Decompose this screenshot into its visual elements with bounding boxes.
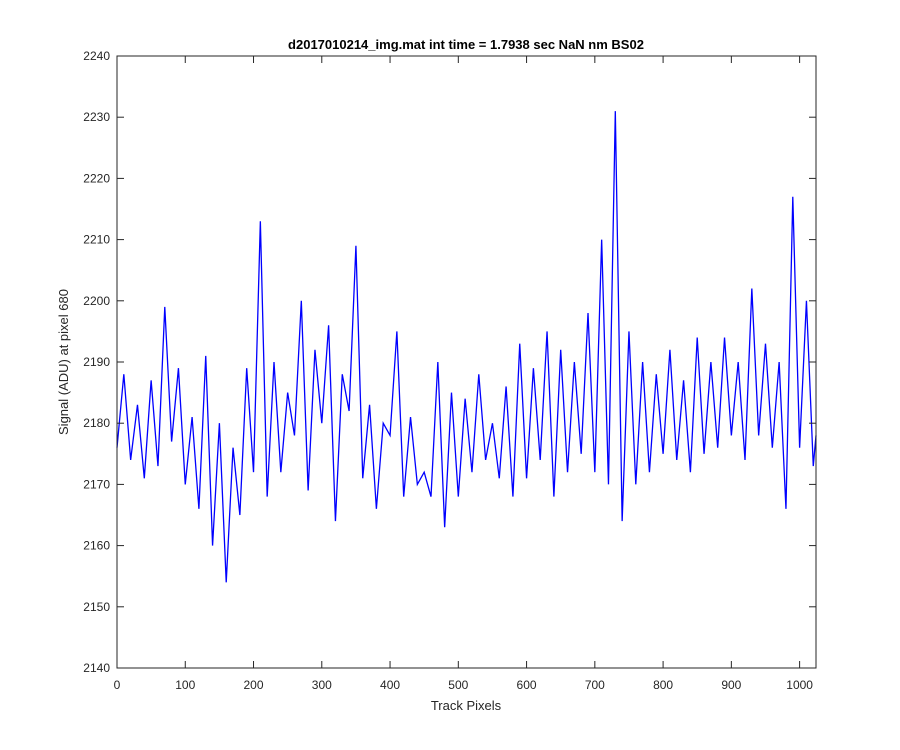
- y-tick-label: 2200: [83, 294, 110, 308]
- y-tick-label: 2140: [83, 661, 110, 675]
- y-axis: 2140 2150 2160 2170 2180 2190 2200 2210 2220 2230…: [83, 49, 816, 675]
- y-tick-label: 2180: [83, 416, 110, 430]
- y-tick-label: 2190: [83, 355, 110, 369]
- x-tick-label: 500: [448, 678, 468, 692]
- y-tick-label: 2230: [83, 110, 110, 124]
- plot-background: [117, 56, 816, 668]
- data-layer: [116, 111, 817, 583]
- series-line: [116, 111, 817, 583]
- y-axis-label: Signal (ADU) at pixel 680: [56, 289, 71, 435]
- y-tick-label: 2240: [83, 49, 110, 63]
- x-tick-label: 900: [721, 678, 741, 692]
- x-tick-label: 600: [517, 678, 537, 692]
- y-tick-label: 2170: [83, 477, 110, 491]
- x-tick-label: 0: [114, 678, 121, 692]
- y-tick-label: 2210: [83, 233, 110, 247]
- x-tick-label: 200: [244, 678, 264, 692]
- x-axis-label: Track Pixels: [431, 698, 502, 713]
- y-tick-label: 2160: [83, 539, 110, 553]
- x-tick-label: 800: [653, 678, 673, 692]
- x-tick-label: 400: [380, 678, 400, 692]
- x-axis: 0 100 200 300 400 500 600 700 800 900 1000: [114, 56, 813, 692]
- x-tick-label: 300: [312, 678, 332, 692]
- chart-title: d2017010214_img.mat int time = 1.7938 se…: [288, 37, 644, 52]
- y-tick-label: 2150: [83, 600, 110, 614]
- y-tick-label: 2220: [83, 171, 110, 185]
- x-tick-label: 700: [585, 678, 605, 692]
- x-tick-label: 1000: [786, 678, 813, 692]
- x-tick-label: 100: [175, 678, 195, 692]
